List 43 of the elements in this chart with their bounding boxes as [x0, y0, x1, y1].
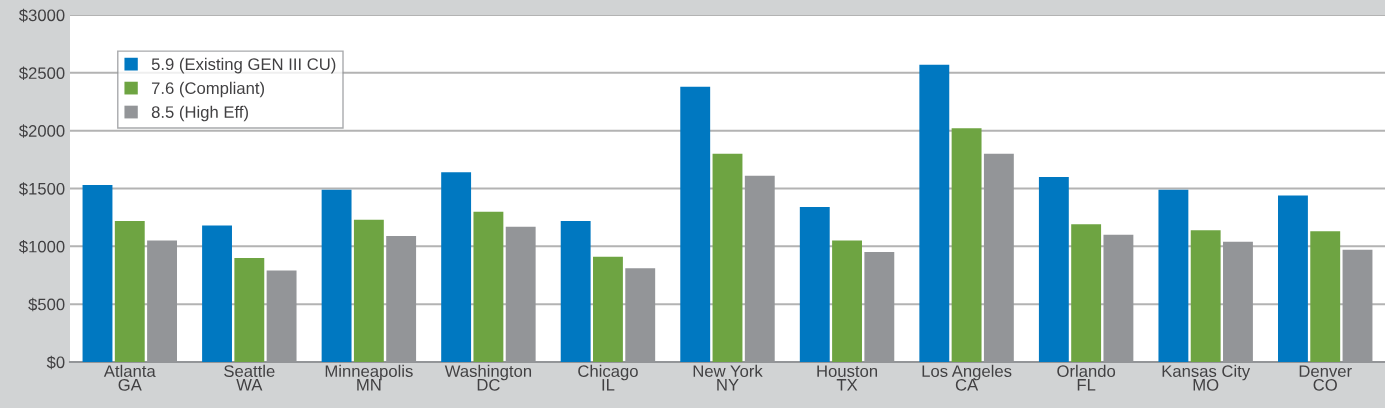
legend-label: 7.6 (Compliant): [151, 81, 265, 98]
x-tick-label: New York NY: [693, 364, 763, 391]
bar: [202, 225, 232, 362]
x-tick-label: Seattle WA: [224, 364, 275, 391]
bar: [712, 153, 743, 362]
x-tick-label: Kansas City MO: [1162, 364, 1251, 391]
x-tick-label: Orlando FL: [1057, 364, 1116, 391]
bar: [593, 256, 623, 362]
bar: [1190, 230, 1221, 362]
bar: [321, 189, 352, 362]
x-tick-label: Minneapolis MN: [325, 364, 413, 391]
bar: [353, 219, 384, 362]
bar: [114, 220, 145, 362]
bar: [951, 128, 982, 362]
legend-label: 5.9 (Existing GEN III CU): [151, 57, 336, 74]
y-tick-label: $1000: [18, 240, 65, 254]
legend-label: 8.5 (High Eff): [151, 105, 248, 122]
y-tick-label: $2000: [18, 124, 65, 138]
x-tick-label: Chicago IL: [578, 364, 638, 391]
bar: [234, 257, 265, 362]
x-tick-label: Houston TX: [817, 365, 877, 391]
bar: [1278, 195, 1308, 362]
y-tick-label: $0: [46, 355, 65, 370]
bar: [832, 240, 862, 362]
x-tick-label: Washington DC: [444, 364, 532, 391]
y-tick-label: $2500: [18, 66, 65, 81]
bar: [799, 207, 830, 362]
x-tick-label: Los Angeles CA: [922, 364, 1012, 391]
bar: [919, 64, 950, 362]
bar: [1038, 176, 1069, 362]
bar: [441, 172, 472, 362]
x-tick-label: Denver CO: [1299, 365, 1352, 391]
y-tick-label: $1500: [18, 182, 65, 196]
y-tick-label: $500: [28, 297, 65, 312]
bar: [680, 86, 711, 362]
x-tick-label: Atlanta GA: [103, 364, 156, 391]
bar: [1310, 231, 1341, 362]
bar: [560, 220, 591, 362]
bar: [82, 185, 113, 362]
bar: [473, 211, 504, 362]
bar: [1071, 224, 1102, 362]
y-tick-label: $3000: [18, 8, 65, 23]
bar: [1158, 189, 1189, 362]
